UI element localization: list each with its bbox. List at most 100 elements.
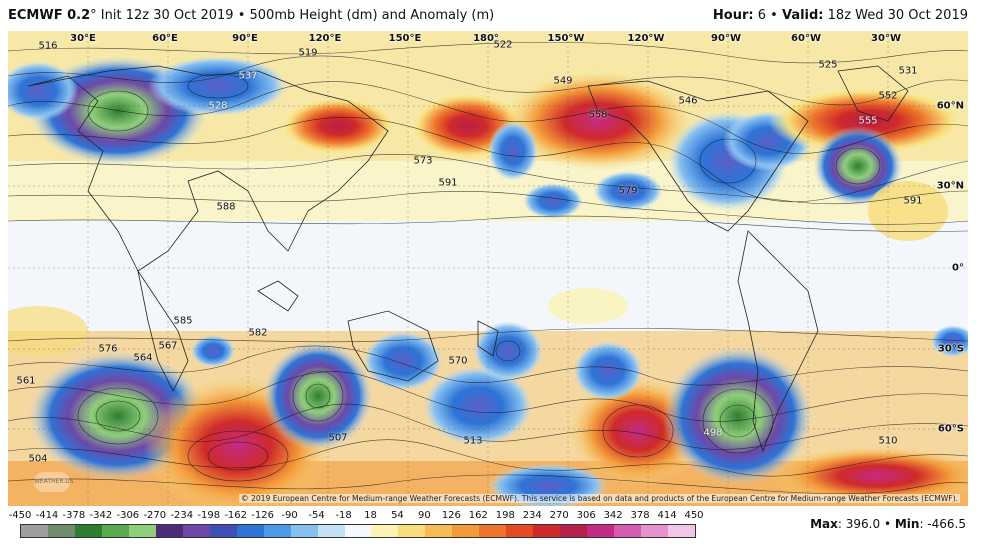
coastlines: [27, 65, 909, 453]
colorbar-tick-label: 18: [364, 510, 377, 521]
model-name: ECMWF 0.2: [8, 8, 91, 23]
contour-label: 579: [618, 185, 638, 197]
colorbar-tick-label: -450: [8, 510, 32, 521]
colorbar-segment: [209, 525, 238, 537]
colorbar-tick-label: 342: [603, 510, 623, 521]
colorbar-segment: [641, 525, 669, 537]
stats-bullet: •: [883, 517, 892, 531]
valid-time-info: Hour: 6 • Valid: 18z Wed 30 Oct 2019: [713, 8, 968, 23]
weather-us-logo: WEATHER.US: [34, 472, 74, 492]
colorbar-tick-label: -378: [62, 510, 86, 521]
contour-label: 564: [133, 352, 153, 364]
contour-label: 573: [413, 155, 433, 167]
contour-label: 585: [173, 315, 193, 327]
valid-label: Valid:: [781, 8, 824, 23]
graticule: [8, 31, 968, 506]
colorbar-tick-label: 234: [522, 510, 542, 521]
colorbar-tick-label: 126: [441, 510, 461, 521]
colorbar-segment: [506, 525, 534, 537]
contour-label: 498: [703, 427, 723, 439]
colorbar-segment: [533, 525, 561, 537]
colorbar-tick-label: 54: [391, 510, 404, 521]
map-canvas: [8, 31, 968, 506]
copyright-notice: © 2019 European Centre for Medium-range …: [239, 494, 960, 503]
colorbar-tick-label: -234: [170, 510, 194, 521]
colorbar-segment: [236, 525, 265, 537]
lon-label-30w: 30°W: [871, 33, 901, 44]
colorbar-segment: [263, 525, 292, 537]
contour-label: 576: [98, 343, 118, 355]
colorbar-ticks: -450 -414 -378 -342 -306 -270 -234 -198 -162 -126…: [8, 510, 708, 522]
colorbar-tick-label: -198: [197, 510, 221, 521]
header-bar: ECMWF 0.2° Init 12z 30 Oct 2019 • 500mb …: [0, 0, 984, 30]
valid-bullet: •: [770, 8, 778, 23]
colorbar-scale: [20, 524, 696, 538]
colorbar-segment: [182, 525, 211, 537]
colorbar-tick-label: -270: [143, 510, 167, 521]
title-bullet: •: [237, 8, 246, 23]
contour-label: 555: [858, 115, 878, 127]
map-title: ECMWF 0.2° Init 12z 30 Oct 2019 • 500mb …: [8, 8, 494, 23]
colorbar-tick-label: -90: [281, 510, 298, 521]
colorbar-tick-label: -414: [35, 510, 59, 521]
degree-symbol: °: [90, 8, 97, 23]
logo-text: WEATHER.US: [34, 478, 74, 485]
colorbar-segment: [317, 525, 345, 537]
colorbar-tick-label: -342: [89, 510, 113, 521]
colorbar-tick-label: 270: [549, 510, 569, 521]
contour-label: 567: [158, 340, 178, 352]
colorbar-segment: [371, 525, 399, 537]
lon-label-60e: 60°E: [152, 33, 178, 44]
hour-label: Hour:: [712, 8, 754, 23]
colorbar-segment: [398, 525, 426, 537]
height-contours: [8, 41, 968, 494]
field-name: 500mb Height (dm) and Anomaly (m): [249, 8, 495, 23]
colorbar-segment: [425, 525, 453, 537]
colorbar-tick-label: 198: [495, 510, 515, 521]
lon-label-90e: 90°E: [232, 33, 258, 44]
colorbar-segment: [101, 525, 130, 537]
colorbar-segment: [587, 525, 615, 537]
colorbar-segment: [560, 525, 588, 537]
valid-value: 18z Wed 30 Oct 2019: [827, 8, 968, 23]
lon-label-30e: 30°E: [70, 33, 96, 44]
lat-label-60s: 60°S: [937, 423, 964, 435]
contour-label: 522: [493, 39, 513, 51]
colorbar-tick-label: 450: [684, 510, 704, 521]
contour-label: 591: [903, 195, 923, 207]
lat-label-30s: 30°S: [937, 343, 964, 355]
lon-label-60w: 60°W: [791, 33, 821, 44]
max-value: : 396.0: [837, 517, 881, 531]
colorbar-segment: [74, 525, 103, 537]
colorbar-segment: [128, 525, 157, 537]
contour-label: 519: [298, 47, 318, 59]
contour-label: 546: [678, 95, 698, 107]
colorbar-segment: [155, 525, 184, 537]
init-time: Init 12z 30 Oct 2019: [100, 8, 234, 23]
colorbar-tick-label: -126: [251, 510, 274, 521]
contour-label: 510: [878, 435, 898, 447]
colorbar-tick-label: -306: [116, 510, 140, 521]
colorbar-segment: [47, 525, 76, 537]
contour-label: 561: [16, 375, 36, 387]
min-value: : -466.5: [919, 517, 966, 531]
contour-label: 531: [898, 65, 918, 77]
lon-label-150e: 150°E: [388, 33, 422, 44]
colorbar-tick-label: 414: [657, 510, 677, 521]
colorbar-segment: [290, 525, 319, 537]
lon-label-120e: 120°E: [308, 33, 342, 44]
contour-label: 513: [463, 435, 483, 447]
colorbar-segment: [452, 525, 480, 537]
contour-label: 528: [208, 100, 228, 112]
colorbar-tick-label: -18: [335, 510, 352, 521]
lat-label-0: 0°: [952, 262, 964, 274]
colorbar: -450 -414 -378 -342 -306 -270 -234 -198 -162 -126…: [8, 510, 708, 546]
contour-label: 507: [328, 432, 348, 444]
colorbar-tick-label: 90: [418, 510, 431, 521]
contour-label: 537: [238, 70, 258, 82]
colorbar-segment: [479, 525, 507, 537]
colorbar-segment: [668, 525, 696, 537]
contour-label: 591: [438, 177, 458, 189]
lat-label-60n: 60°N: [936, 100, 964, 112]
colorbar-segment: [344, 525, 372, 537]
